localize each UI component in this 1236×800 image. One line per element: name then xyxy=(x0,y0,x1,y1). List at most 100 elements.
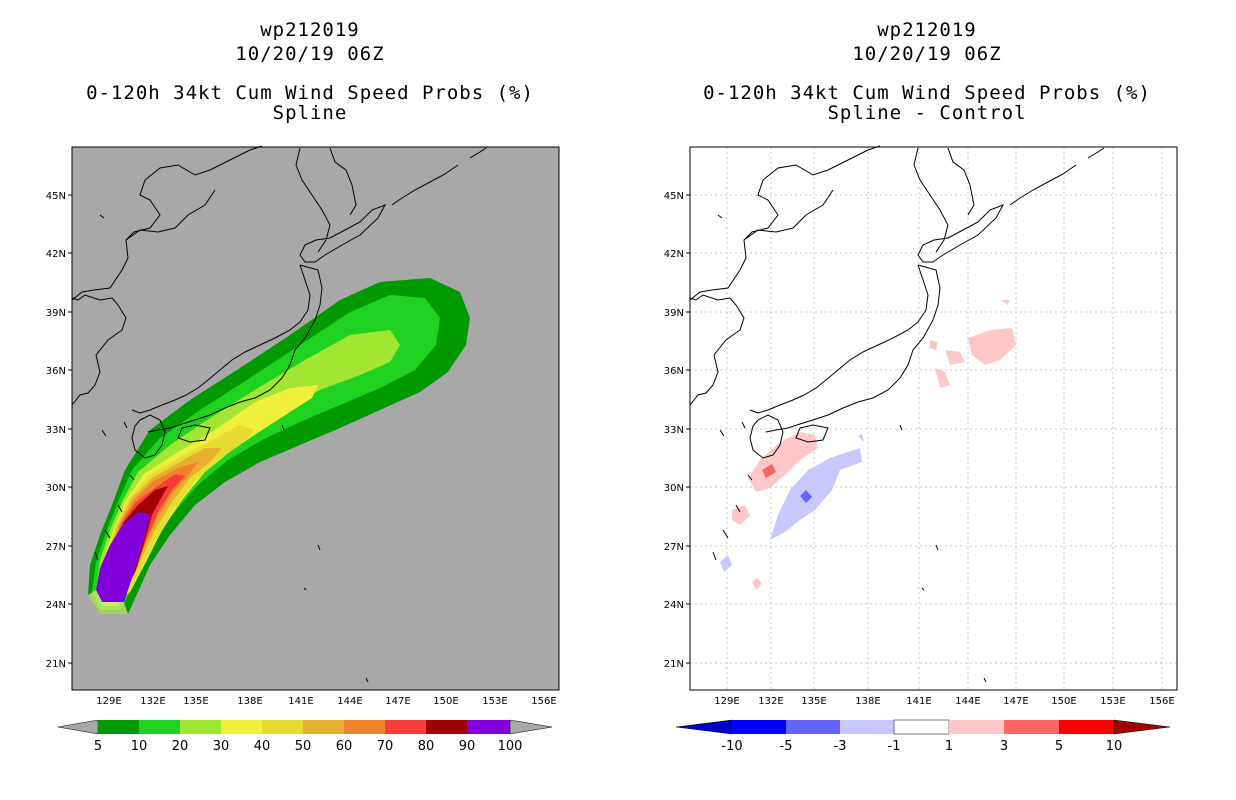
lon-label-150e: 150E xyxy=(433,696,458,707)
left-lat-axis: 45N 42N 39N 36N 33N 30N 27N 24N 21N xyxy=(46,191,66,670)
cb-left-50-60 xyxy=(303,720,344,734)
cb-right-label-10: 10 xyxy=(1106,739,1123,754)
diff-blue-core xyxy=(800,490,812,503)
cb-right-m10-m5 xyxy=(732,720,786,734)
cb-left-20-30 xyxy=(180,720,221,734)
cb-right-label-5: 5 xyxy=(1055,739,1063,754)
right-subtitle: Spline - Control xyxy=(827,102,1027,124)
cb-left-label-20: 20 xyxy=(172,739,189,754)
lat-label-45n: 45N xyxy=(46,191,66,202)
diff-red-core xyxy=(762,464,776,478)
left-colorbar: 5 10 20 30 40 50 60 70 80 90 100 xyxy=(57,719,553,754)
cb-right-3-5 xyxy=(1004,720,1059,734)
lat-label-21n: 21N xyxy=(46,659,66,670)
left-colorbar-under-arrow xyxy=(57,719,99,735)
right-lat-ticks xyxy=(686,194,690,664)
left-lat-ticks xyxy=(68,194,72,664)
cb-left-5-10 xyxy=(98,720,139,734)
right-storm-id: wp212019 xyxy=(877,19,977,41)
cb-left-label-60: 60 xyxy=(336,739,353,754)
right-title-block: wp212019 10/20/19 06Z 0-120h 34kt Cum Wi… xyxy=(682,18,1172,125)
left-title-block: wp212019 10/20/19 06Z 0-120h 34kt Cum Wi… xyxy=(65,18,555,125)
right-lat-label-33n: 33N xyxy=(664,425,684,436)
cb-left-60-70 xyxy=(344,720,385,734)
left-datetime: 10/20/19 06Z xyxy=(235,43,385,65)
right-lon-label-156e: 156E xyxy=(1149,696,1174,707)
diff-blue-small xyxy=(858,434,864,442)
right-map-background xyxy=(689,146,1178,691)
diff-pink-dot xyxy=(752,578,762,590)
cb-left-label-50: 50 xyxy=(295,739,312,754)
lon-label-141e: 141E xyxy=(288,696,313,707)
cb-left-30-40 xyxy=(221,720,262,734)
right-colorbar-over-arrow xyxy=(1113,719,1171,735)
cb-left-label-100: 100 xyxy=(498,739,523,754)
left-map-panel: 45N 42N 39N 36N 33N 30N 27N 24N 21N 129E… xyxy=(46,145,560,707)
right-gridlines xyxy=(690,147,1177,690)
lon-label-135e: 135E xyxy=(183,696,208,707)
right-lon-label-141e: 141E xyxy=(906,696,931,707)
lat-label-27n: 27N xyxy=(46,542,66,553)
cb-right-m3-m1 xyxy=(840,720,894,734)
right-lon-label-129e: 129E xyxy=(714,696,739,707)
cb-left-90-100 xyxy=(467,720,510,734)
lat-label-36n: 36N xyxy=(46,366,66,377)
right-lat-label-30n: 30N xyxy=(664,483,684,494)
diff-pink-west xyxy=(732,505,750,525)
cb-left-40-50 xyxy=(262,720,303,734)
right-lat-label-24n: 24N xyxy=(664,600,684,611)
lat-label-42n: 42N xyxy=(46,249,66,260)
cb-left-label-70: 70 xyxy=(377,739,394,754)
right-datetime: 10/20/19 06Z xyxy=(852,43,1002,65)
cb-right-label-m10: -10 xyxy=(721,739,742,754)
right-lat-label-36n: 36N xyxy=(664,366,684,377)
cb-left-label-5: 5 xyxy=(94,739,102,754)
right-lat-axis: 45N 42N 39N 36N 33N 30N 27N 24N 21N xyxy=(664,191,684,670)
cb-right-m5-m3 xyxy=(786,720,840,734)
left-product-title: 0-120h 34kt Cum Wind Speed Probs (%) xyxy=(86,82,534,104)
lon-label-144e: 144E xyxy=(337,696,362,707)
cb-right-5-10 xyxy=(1059,720,1114,734)
right-lat-label-39n: 39N xyxy=(664,308,684,319)
cb-left-label-90: 90 xyxy=(459,739,476,754)
lon-label-138e: 138E xyxy=(237,696,262,707)
right-lon-label-132e: 132E xyxy=(758,696,783,707)
diff-pink-small-a xyxy=(945,350,965,365)
lon-label-132e: 132E xyxy=(140,696,165,707)
right-lon-label-150e: 150E xyxy=(1051,696,1076,707)
right-lat-label-27n: 27N xyxy=(664,542,684,553)
left-map-border xyxy=(71,146,560,691)
diff-blue-main xyxy=(770,448,862,540)
swath-outer-edge xyxy=(88,590,128,614)
swath-90-100 xyxy=(96,512,150,602)
cb-right-m1-1 xyxy=(893,719,950,735)
cb-right-label-m1: -1 xyxy=(888,739,901,754)
lon-label-147e: 147E xyxy=(385,696,410,707)
cb-left-70-80 xyxy=(385,720,426,734)
left-lon-axis: 129E 132E 135E 138E 141E 144E 147E 150E … xyxy=(96,696,556,707)
cb-left-label-80: 80 xyxy=(418,739,435,754)
lon-label-129e: 129E xyxy=(96,696,121,707)
cb-left-label-30: 30 xyxy=(213,739,230,754)
right-product-title: 0-120h 34kt Cum Wind Speed Probs (%) xyxy=(703,82,1151,104)
left-storm-id: wp212019 xyxy=(260,19,360,41)
right-lat-label-45n: 45N xyxy=(664,191,684,202)
right-lon-label-144e: 144E xyxy=(955,696,980,707)
right-lon-label-153e: 153E xyxy=(1100,696,1125,707)
left-colorbar-over-arrow xyxy=(509,719,553,735)
diff-pink-small-c xyxy=(930,340,938,350)
difference-field xyxy=(720,300,1016,590)
cb-right-1-3 xyxy=(949,720,1004,734)
lon-label-153e: 153E xyxy=(482,696,507,707)
right-map-panel: 45N 42N 39N 36N 33N 30N 27N 24N 21N 129E… xyxy=(664,145,1178,707)
diff-blue-west xyxy=(720,555,732,572)
right-map-border xyxy=(689,146,1178,691)
right-lat-label-21n: 21N xyxy=(664,659,684,670)
diff-pink-small-d xyxy=(1000,300,1010,305)
lat-label-39n: 39N xyxy=(46,308,66,319)
cb-left-80-90 xyxy=(426,720,467,734)
cb-left-10-20 xyxy=(139,720,180,734)
right-lon-label-147e: 147E xyxy=(1003,696,1028,707)
cb-right-label-1: 1 xyxy=(945,739,953,754)
